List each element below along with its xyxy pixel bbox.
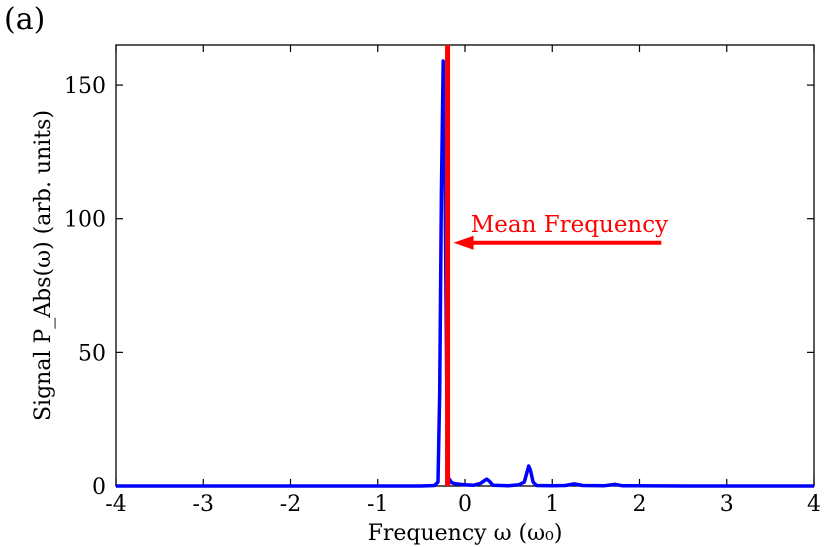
- x-tick-label: 1: [545, 492, 559, 517]
- x-tick-label: 3: [720, 492, 734, 517]
- y-tick-label: 150: [64, 74, 106, 99]
- x-tick-label: 4: [807, 492, 821, 517]
- mean-frequency-arrowhead: [453, 235, 474, 250]
- x-tick-label: 0: [458, 492, 472, 517]
- x-tick-label: -2: [280, 492, 301, 517]
- y-axis-label-group: Signal P_Abs(ω) (arb. units): [31, 110, 56, 421]
- x-tick-label: 2: [633, 492, 647, 517]
- panel-label: (a): [4, 2, 46, 37]
- mean-frequency-label: Mean Frequency: [471, 212, 668, 238]
- x-tick-label: -1: [367, 492, 388, 517]
- y-tick-label: 100: [64, 208, 106, 233]
- x-tick-label: -4: [105, 492, 126, 517]
- y-tick-label: 0: [92, 475, 106, 500]
- y-axis-label: Signal P_Abs(ω) (arb. units): [31, 110, 56, 421]
- x-axis-label: Frequency ω (ω₀): [368, 521, 563, 546]
- x-tick-label: -3: [193, 492, 214, 517]
- plot-frame: [115, 44, 815, 487]
- plot-area: -4 -3 -2 -1 0 1 2 3 4 0 50 100 150 Mean Frequency: [64, 44, 821, 517]
- series-line: [116, 59, 814, 488]
- y-tick-label: 50: [78, 341, 106, 366]
